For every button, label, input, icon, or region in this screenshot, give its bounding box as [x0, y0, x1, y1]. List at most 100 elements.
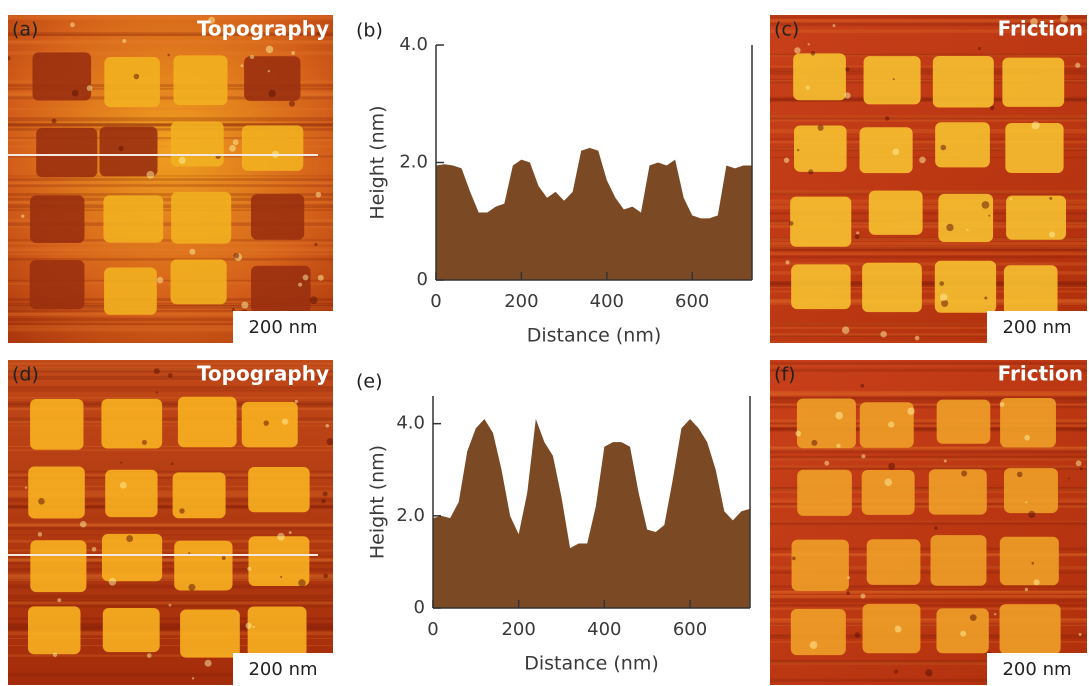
- texture-streak: [8, 417, 333, 422]
- texture-streak: [8, 369, 333, 371]
- texture-streak: [8, 93, 333, 97]
- texture-speck: [91, 547, 97, 552]
- texture-speck: [1079, 467, 1083, 471]
- texture-speck: [805, 85, 810, 90]
- texture-streak: [8, 40, 333, 43]
- texture-streak: [8, 18, 333, 21]
- texture-speck: [880, 330, 887, 338]
- texture-speck: [1067, 477, 1070, 480]
- texture-speck: [993, 612, 997, 616]
- texture-speck: [322, 491, 328, 497]
- texture-streak: [770, 547, 1087, 551]
- afm-image: (f) Friction 200 nm: [770, 360, 1087, 685]
- texture-square: [105, 469, 158, 518]
- texture-streak: [8, 193, 333, 197]
- texture-streak: [770, 79, 1087, 81]
- texture-streak: [8, 15, 333, 19]
- texture-streak: [770, 455, 1087, 460]
- texture-streak: [770, 660, 1087, 662]
- texture-speck: [245, 622, 252, 629]
- x-tick-label: 0: [430, 291, 441, 312]
- texture-streak: [8, 470, 333, 473]
- texture-speck: [37, 532, 43, 537]
- texture-streak: [8, 449, 333, 452]
- texture-streak: [770, 333, 1087, 337]
- texture-square: [866, 539, 921, 585]
- texture-speck: [118, 146, 124, 151]
- texture-speck: [38, 498, 45, 505]
- texture-streak: [8, 305, 333, 309]
- texture-streak: [8, 124, 333, 127]
- texture-speck: [861, 454, 866, 459]
- texture-square: [241, 125, 304, 171]
- texture-streak: [8, 145, 333, 148]
- texture-speck: [268, 89, 276, 98]
- texture-streak: [8, 401, 333, 406]
- x-tick-label: 200: [501, 619, 535, 640]
- texture-speck: [231, 307, 235, 312]
- texture-streak: [8, 127, 333, 131]
- texture-speck: [860, 384, 865, 388]
- texture-square: [999, 536, 1059, 586]
- image-content: [770, 360, 1087, 685]
- texture-streak: [8, 498, 333, 503]
- texture-speck: [298, 282, 303, 287]
- texture-streak: [8, 599, 333, 602]
- texture-streak: [8, 360, 333, 364]
- texture-streak: [770, 282, 1087, 286]
- texture-speck: [785, 260, 790, 265]
- texture-streak: [770, 365, 1087, 367]
- texture-speck: [277, 532, 285, 541]
- texture-speck: [167, 373, 173, 378]
- texture-streak: [770, 623, 1087, 627]
- texture-streak: [770, 634, 1087, 637]
- texture-streak: [770, 262, 1087, 266]
- texture-speck: [178, 156, 186, 164]
- x-tick-label: 600: [675, 291, 709, 312]
- texture-speck: [288, 531, 292, 535]
- texture-speck: [120, 461, 123, 464]
- texture-streak: [770, 594, 1087, 599]
- panel-label: (f): [774, 364, 796, 386]
- texture-speck: [265, 45, 274, 54]
- texture-streak: [8, 539, 333, 543]
- texture-streak: [8, 184, 333, 187]
- panel-title: Topography: [197, 17, 329, 41]
- texture-speck: [70, 22, 75, 28]
- texture-square: [177, 396, 237, 448]
- texture-speck: [1024, 434, 1030, 441]
- texture-streak: [8, 622, 333, 626]
- texture-streak: [770, 499, 1087, 503]
- texture-square: [28, 466, 85, 519]
- texture-square: [862, 603, 921, 654]
- texture-streak: [770, 146, 1087, 151]
- texture-streak: [8, 247, 333, 251]
- texture-streak: [770, 521, 1087, 523]
- texture-streak: [770, 396, 1087, 400]
- texture-streak: [8, 123, 333, 127]
- texture-streak: [770, 286, 1087, 288]
- texture-speck: [1049, 231, 1056, 238]
- texture-speck: [844, 92, 851, 99]
- texture-streak: [8, 584, 333, 589]
- texture-speck: [325, 423, 329, 428]
- texture-streak: [770, 156, 1087, 158]
- texture-speck: [21, 214, 25, 218]
- texture-streak: [8, 601, 333, 605]
- texture-streak: [8, 407, 333, 411]
- texture-streak: [8, 534, 333, 536]
- texture-streak: [770, 237, 1087, 240]
- texture-streak: [770, 595, 1087, 597]
- texture-streak: [8, 523, 333, 527]
- texture-speck: [807, 43, 810, 46]
- texture-square: [101, 398, 163, 449]
- texture-speck: [280, 575, 283, 578]
- texture-speck: [1033, 579, 1040, 586]
- scale-bar-label: 200 nm: [248, 317, 317, 338]
- texture-streak: [770, 71, 1087, 75]
- texture-speck: [914, 335, 920, 341]
- texture-streak: [8, 40, 333, 45]
- texture-streak: [8, 366, 333, 371]
- texture-speck: [847, 576, 851, 580]
- texture-speck: [809, 641, 818, 649]
